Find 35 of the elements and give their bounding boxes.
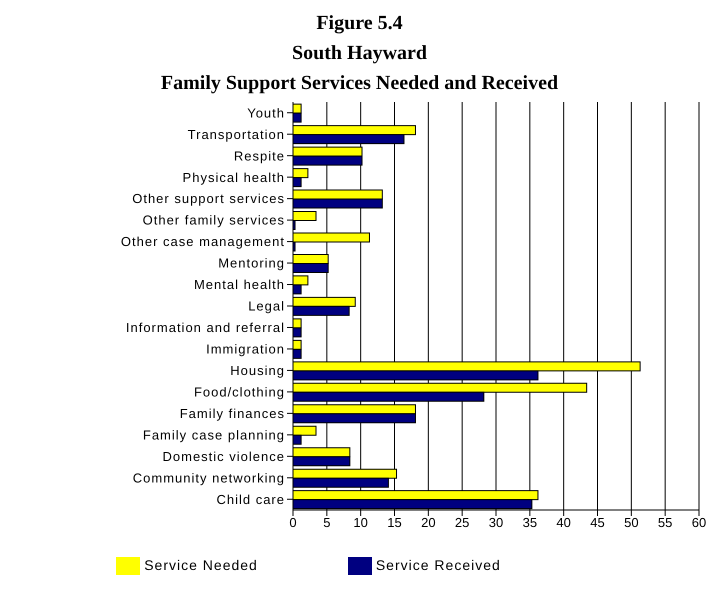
y-tick-label: Housing [230,363,285,378]
y-tick-label: Child care [216,492,285,507]
y-tick-label: Community networking [132,470,285,486]
chart-title: Figure 5.4 South Hayward Family Support Services Needed and Received [160,11,560,96]
y-tick-label: Transportation [188,126,285,142]
y-tick-label: Mentoring [218,256,285,271]
x-tick-label: 20 [421,515,436,530]
y-tick-label: Food/clothing [194,384,285,400]
y-tick-label: Legal [248,298,285,314]
legend-label: Service Needed [144,556,258,573]
x-tick-label: 0 [289,515,297,530]
y-tick-label: Mental health [194,277,285,292]
y-tick-label: Information and referral [126,320,285,336]
y-tick-label: Immigration [206,342,285,357]
y-tick-label: Youth [247,105,285,120]
x-tick-label: 5 [323,515,330,530]
x-tick-label: 15 [387,515,402,530]
y-tick-label: Respite [234,148,285,164]
x-tick-label: 40 [556,515,571,530]
x-tick-label: 35 [522,515,538,530]
x-tick-label: 30 [488,515,504,530]
y-tick-label: Physical health [182,170,285,185]
x-tick-label: 55 [658,515,672,530]
y-tick-label: Other family services [142,212,285,228]
x-tick-label: 50 [624,515,639,530]
x-tick-label: 10 [353,515,368,530]
y-tick-label: Other case management [120,234,285,250]
legend-label: Service Received [376,556,501,573]
x-tick-label: 25 [454,515,470,530]
x-tick-label: 45 [590,515,605,530]
y-tick-label: Family case planning [142,427,285,442]
x-tick-label: 60 [692,515,706,530]
y-tick-label: Other support services [132,191,285,206]
y-tick-label: Family finances [180,406,285,421]
y-tick-label: Domestic violence [162,448,285,464]
